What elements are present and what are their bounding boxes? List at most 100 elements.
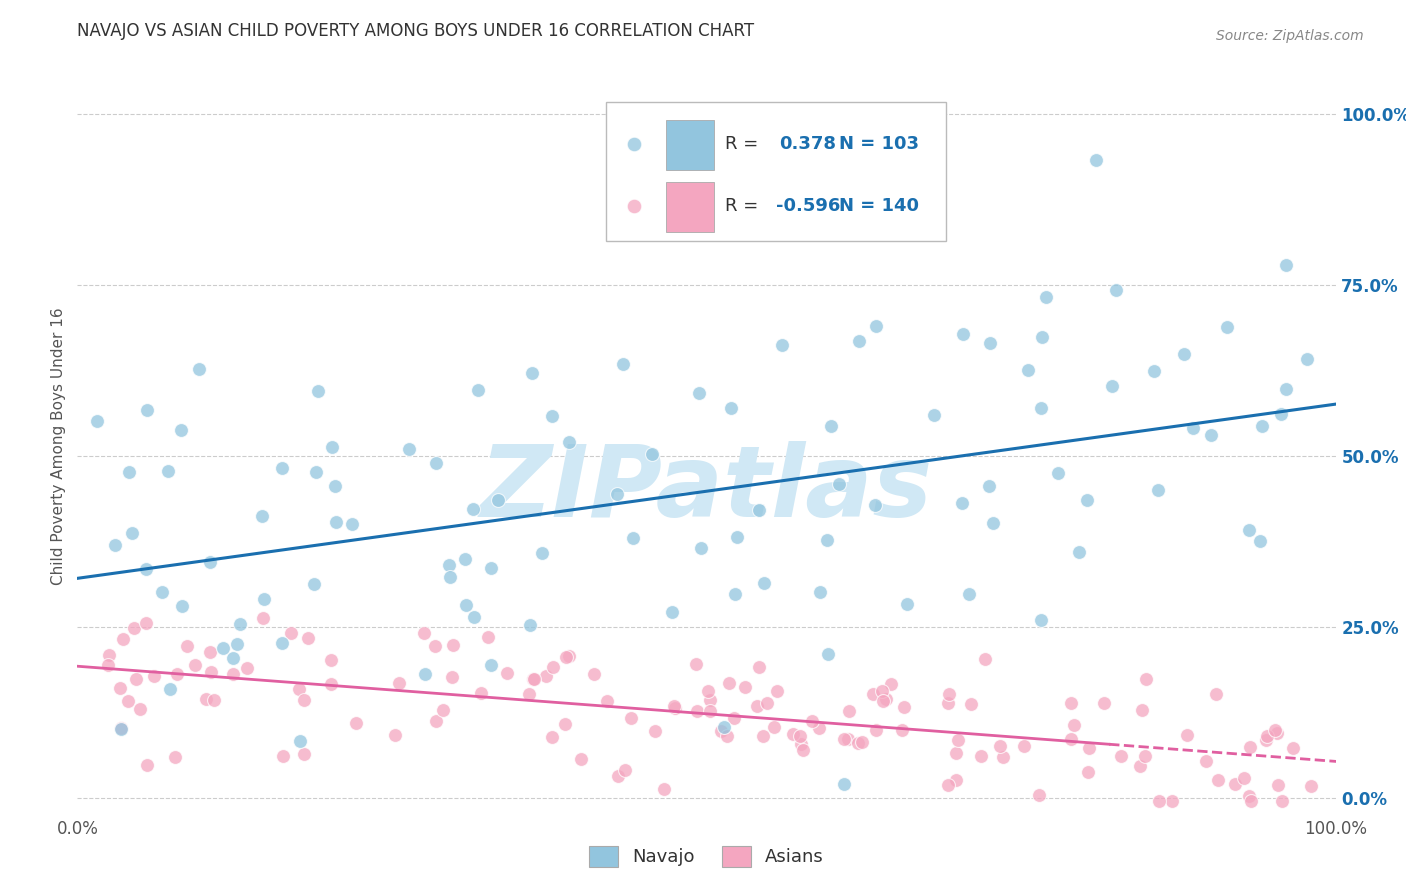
Point xyxy=(1239,739,1261,754)
Point xyxy=(828,477,851,491)
Point xyxy=(1275,382,1298,396)
Text: R =: R = xyxy=(725,197,759,216)
Text: ZIPatlas: ZIPatlas xyxy=(479,442,934,539)
Point xyxy=(252,611,274,625)
Point xyxy=(194,692,217,706)
Point xyxy=(170,599,193,614)
Point xyxy=(135,615,157,630)
Point xyxy=(1267,779,1289,793)
Point xyxy=(463,501,485,516)
Text: Source: ZipAtlas.com: Source: ZipAtlas.com xyxy=(1216,29,1364,43)
Point xyxy=(820,418,842,433)
Point xyxy=(810,584,832,599)
Point xyxy=(384,728,406,742)
Point xyxy=(226,637,249,651)
Point xyxy=(832,732,855,747)
Point xyxy=(1101,379,1123,393)
Point xyxy=(1031,330,1053,344)
Point xyxy=(612,357,634,371)
Point xyxy=(321,677,343,691)
Point xyxy=(621,531,644,545)
Point xyxy=(1017,363,1039,377)
Point xyxy=(121,526,143,541)
Point xyxy=(321,440,343,454)
Point xyxy=(837,732,859,747)
Point xyxy=(98,648,121,663)
Point xyxy=(716,729,738,743)
Point xyxy=(807,721,830,735)
Point xyxy=(979,336,1001,351)
Point xyxy=(166,666,188,681)
Point xyxy=(1035,290,1057,304)
Point xyxy=(1274,258,1296,272)
Point xyxy=(950,496,973,510)
Point xyxy=(97,657,120,672)
Point xyxy=(129,702,152,716)
Point xyxy=(165,750,187,764)
Point xyxy=(1265,726,1288,740)
Point xyxy=(200,665,222,679)
Point xyxy=(875,691,897,706)
Point xyxy=(723,711,745,725)
Point xyxy=(745,698,768,713)
Point xyxy=(1173,347,1195,361)
Point xyxy=(387,676,409,690)
Point xyxy=(815,533,838,547)
Point xyxy=(229,616,252,631)
Point xyxy=(641,447,664,461)
Point xyxy=(1128,759,1150,773)
Point xyxy=(1092,696,1115,710)
Point xyxy=(477,630,499,644)
Point xyxy=(1216,320,1239,334)
Point xyxy=(838,704,860,718)
Point xyxy=(135,758,157,772)
Point xyxy=(1060,731,1083,746)
Point xyxy=(959,587,981,601)
Point xyxy=(723,587,745,601)
Point xyxy=(1135,672,1157,686)
Point xyxy=(606,486,628,500)
Point xyxy=(583,667,606,681)
Point xyxy=(554,717,576,731)
Point xyxy=(425,714,447,729)
Point xyxy=(834,777,856,791)
Point xyxy=(756,696,779,710)
Point xyxy=(398,442,420,457)
Point xyxy=(936,779,959,793)
Point xyxy=(1177,728,1199,742)
Point xyxy=(441,638,464,652)
Point xyxy=(1282,741,1305,756)
Point xyxy=(222,667,245,681)
Point xyxy=(770,337,793,351)
Point xyxy=(540,409,562,423)
Point xyxy=(454,551,477,566)
Text: N = 103: N = 103 xyxy=(838,135,918,153)
Point xyxy=(596,694,619,708)
Point xyxy=(662,698,685,713)
Point xyxy=(1143,364,1166,378)
Point xyxy=(896,597,918,611)
Point xyxy=(688,385,710,400)
Point xyxy=(748,503,770,517)
Point xyxy=(1239,789,1261,803)
Point xyxy=(1147,483,1170,497)
Point xyxy=(1077,765,1099,780)
Point xyxy=(541,731,564,745)
Point xyxy=(1223,777,1246,791)
Point xyxy=(108,681,131,696)
Point xyxy=(661,605,683,619)
Point xyxy=(297,631,319,645)
Point xyxy=(454,598,477,612)
Point xyxy=(569,752,592,766)
Point xyxy=(188,362,211,376)
Point xyxy=(960,697,983,711)
Point xyxy=(125,672,148,686)
Point xyxy=(644,723,666,738)
Point xyxy=(1109,748,1132,763)
Point xyxy=(271,749,294,764)
Point xyxy=(110,721,132,735)
Point xyxy=(652,781,675,796)
Point xyxy=(938,687,960,701)
Point xyxy=(184,657,207,672)
Point xyxy=(1059,696,1081,710)
